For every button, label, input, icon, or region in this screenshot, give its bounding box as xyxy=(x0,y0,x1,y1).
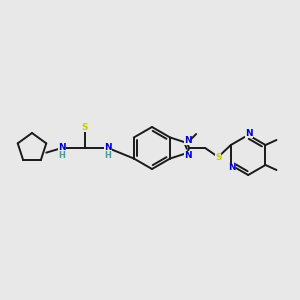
Text: N: N xyxy=(184,136,191,145)
Text: N: N xyxy=(245,128,253,137)
Text: N: N xyxy=(184,152,191,160)
Text: N: N xyxy=(228,163,236,172)
Text: H: H xyxy=(105,151,111,160)
Text: N: N xyxy=(104,142,112,152)
Text: N: N xyxy=(58,142,66,152)
Text: H: H xyxy=(58,151,65,160)
Text: S: S xyxy=(82,122,88,131)
Text: S: S xyxy=(215,152,221,161)
